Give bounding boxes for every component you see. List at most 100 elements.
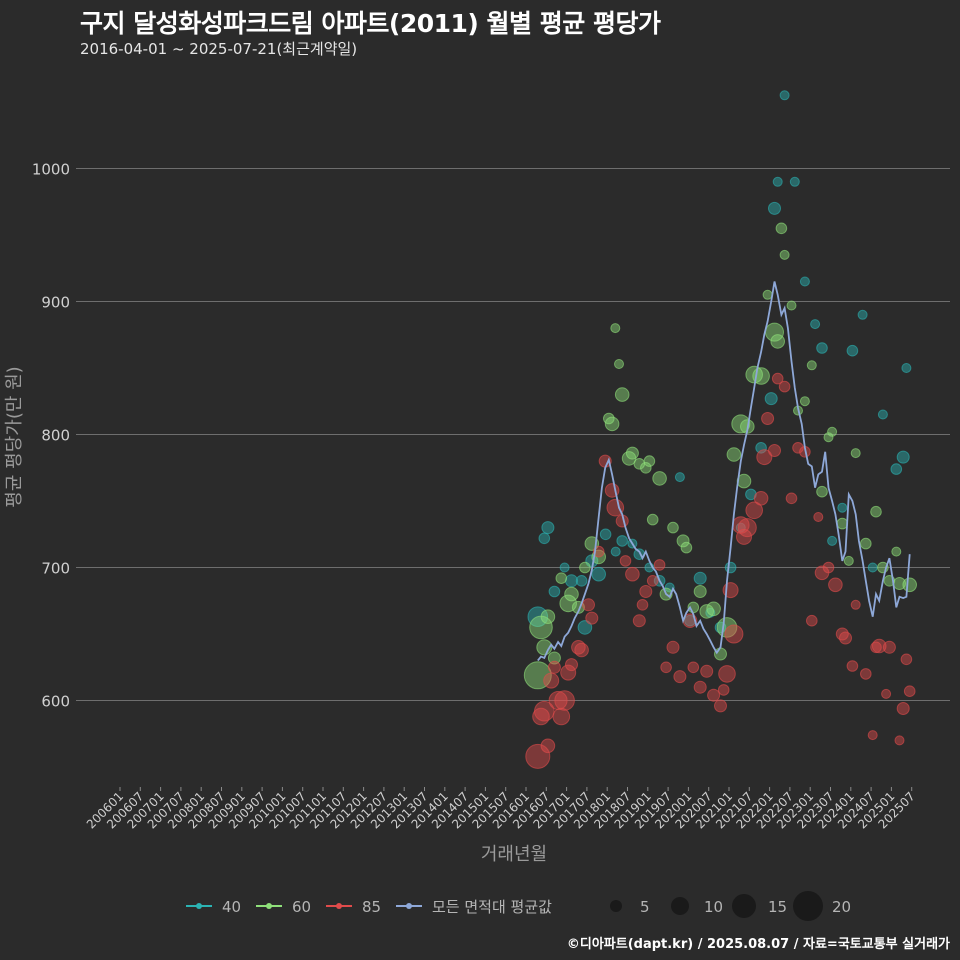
point-85-25 — [646, 575, 659, 587]
point-60-7 — [564, 586, 579, 602]
legend-label-avg: 모든 면적대 평균값 — [432, 898, 552, 916]
legend: 40 60 85 모든 면적대 평균값 5 10 15 20 — [186, 891, 851, 921]
point-60-21 — [643, 455, 656, 467]
point-60-34 — [726, 447, 742, 462]
point-40-18 — [674, 472, 685, 483]
point-60-9 — [579, 561, 591, 574]
point-60-27 — [680, 541, 693, 554]
point-85-12 — [574, 642, 589, 658]
point-85-0 — [525, 743, 551, 769]
point-85-43 — [745, 501, 764, 520]
y-tick-label-900: 900 — [41, 293, 70, 311]
point-40-12 — [616, 535, 629, 547]
legend-size-15 — [732, 894, 756, 918]
x-axis-ticks: 2006012006072007012007072008012008072009… — [84, 787, 918, 832]
point-85-37 — [718, 665, 736, 683]
point-40-30 — [779, 90, 790, 101]
point-85-31 — [687, 661, 700, 674]
point-40-26 — [755, 442, 767, 454]
point-60-23 — [652, 471, 667, 486]
point-85-62 — [860, 668, 872, 680]
point-60-29 — [693, 585, 707, 598]
legend-label-s60: 60 — [292, 898, 311, 916]
point-85-34 — [707, 688, 721, 702]
point-60-31 — [706, 601, 721, 617]
y-tick-label-600: 600 — [41, 693, 70, 711]
point-85-9 — [560, 664, 577, 681]
legend-size-5 — [610, 900, 622, 912]
point-85-68 — [894, 735, 905, 746]
point-85-13 — [582, 598, 595, 612]
point-40-42 — [896, 450, 910, 464]
point-60-49 — [816, 485, 828, 498]
point-40-11 — [610, 546, 621, 557]
point-40-27 — [764, 392, 778, 406]
point-60-56 — [870, 505, 882, 518]
point-85-29 — [673, 670, 687, 684]
point-85-32 — [693, 680, 707, 694]
point-85-47 — [768, 444, 781, 457]
point-40-39 — [867, 562, 878, 573]
point-85-71 — [903, 685, 916, 698]
point-40-9 — [591, 566, 607, 582]
legend-size-label-15: 15 — [768, 898, 787, 916]
point-60-43 — [775, 222, 788, 235]
point-85-46 — [761, 412, 775, 425]
chart-subtitle: 2016-04-01 ~ 2025-07-21(최근계약일) — [80, 40, 358, 58]
point-85-42 — [737, 518, 757, 538]
point-60-59 — [891, 546, 902, 557]
point-60-44 — [779, 249, 790, 260]
point-85-50 — [785, 492, 798, 505]
point-85-27 — [660, 661, 672, 674]
point-40-10 — [599, 528, 612, 541]
point-60-40 — [762, 289, 773, 300]
point-85-48 — [771, 372, 784, 385]
point-60-51 — [827, 426, 838, 437]
point-85-22 — [632, 614, 646, 628]
point-60-26 — [676, 534, 690, 548]
point-85-59 — [839, 631, 852, 645]
point-60-18 — [625, 446, 639, 460]
point-85-2 — [534, 700, 555, 722]
point-60-55 — [860, 537, 872, 550]
point-40-32 — [799, 276, 810, 287]
point-60-13 — [604, 416, 620, 432]
point-85-69 — [896, 702, 910, 715]
point-40-7 — [577, 620, 593, 635]
average-line — [537, 281, 911, 662]
point-60-15 — [614, 359, 624, 369]
point-60-0 — [523, 661, 552, 690]
point-40-43 — [901, 363, 912, 373]
point-85-51 — [792, 442, 804, 454]
point-40-40 — [877, 409, 888, 420]
point-85-53 — [806, 614, 818, 627]
point-85-44 — [753, 491, 769, 506]
y-axis-ticks: 600 700 800 900 1000 — [32, 160, 70, 710]
y-tick-label-800: 800 — [41, 427, 70, 445]
point-85-57 — [828, 577, 843, 593]
point-60-25 — [667, 521, 679, 534]
legend-dot-s85 — [336, 903, 342, 909]
legend-dot-avg — [406, 903, 412, 909]
point-60-16 — [614, 387, 630, 402]
legend-size-label-10: 10 — [704, 898, 723, 916]
point-85-45 — [756, 449, 773, 466]
point-85-61 — [850, 599, 861, 610]
y-tick-label-1000: 1000 — [32, 160, 70, 178]
point-85-24 — [639, 585, 653, 598]
point-40-2 — [541, 521, 555, 535]
point-60-22 — [646, 513, 659, 526]
point-85-14 — [585, 611, 599, 625]
point-40-6 — [575, 575, 588, 587]
point-40-20 — [693, 571, 707, 585]
point-85-66 — [881, 688, 892, 699]
point-85-54 — [813, 512, 824, 522]
point-60-3 — [540, 609, 556, 625]
point-85-3 — [540, 738, 556, 754]
point-85-63 — [867, 730, 878, 741]
legend-dot-s40 — [196, 903, 202, 909]
point-85-21 — [625, 566, 640, 582]
legend-size-20 — [793, 891, 823, 921]
point-60-42 — [770, 334, 786, 349]
point-85-10 — [565, 658, 578, 672]
